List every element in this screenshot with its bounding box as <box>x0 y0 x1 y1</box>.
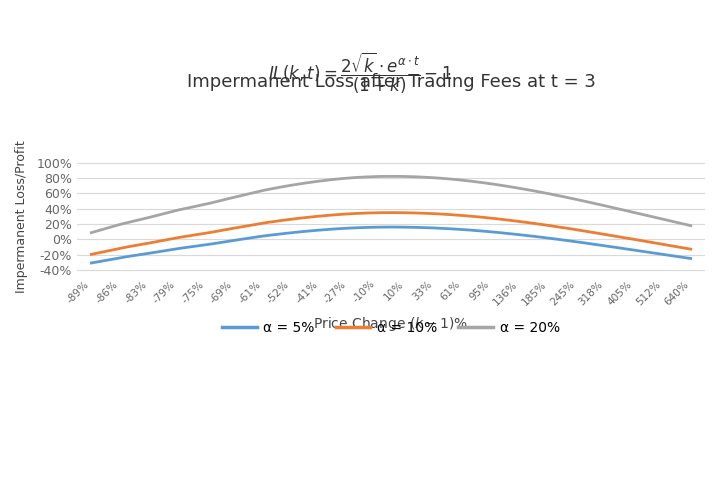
Title: Impermanent Loss after Trading Fees at t = 3: Impermanent Loss after Trading Fees at t… <box>186 72 595 91</box>
Line: α = 20%: α = 20% <box>91 176 690 233</box>
Line: α = 10%: α = 10% <box>91 213 690 254</box>
α = 20% <box>670 219 678 225</box>
α = 10% <box>387 210 396 216</box>
α = 10% <box>669 243 678 249</box>
α = 5% <box>670 253 678 259</box>
α = 10% <box>670 243 678 249</box>
α = 5% <box>559 237 568 243</box>
α = 5% <box>669 253 678 259</box>
α = 5% <box>379 224 387 230</box>
Y-axis label: Impermanent Loss/Profit: Impermanent Loss/Profit <box>15 140 28 293</box>
α = 10% <box>559 225 568 230</box>
α = 10% <box>686 246 695 252</box>
α = 20% <box>669 219 678 225</box>
α = 20% <box>686 223 695 228</box>
α = 20% <box>559 194 568 200</box>
α = 20% <box>387 173 396 179</box>
α = 20% <box>117 221 126 227</box>
α = 5% <box>117 254 126 260</box>
α = 5% <box>387 224 396 230</box>
α = 10% <box>379 210 387 216</box>
α = 10% <box>87 252 96 257</box>
α = 5% <box>363 225 372 230</box>
α = 20% <box>379 173 387 179</box>
α = 5% <box>686 256 695 262</box>
Line: α = 5%: α = 5% <box>91 227 690 263</box>
Text: $IL(k,t) = \dfrac{2\sqrt{k} \cdot e^{\alpha \cdot t}}{(1+k)} - 1$: $IL(k,t) = \dfrac{2\sqrt{k} \cdot e^{\al… <box>268 50 452 96</box>
α = 20% <box>87 230 96 236</box>
α = 10% <box>117 245 126 251</box>
α = 10% <box>363 210 372 216</box>
X-axis label: Price Change $(k-1)$%: Price Change $(k-1)$% <box>313 315 469 334</box>
Legend: α = 5%, α = 10%, α = 20%: α = 5%, α = 10%, α = 20% <box>216 315 566 341</box>
α = 20% <box>363 174 372 180</box>
α = 5% <box>87 260 96 266</box>
